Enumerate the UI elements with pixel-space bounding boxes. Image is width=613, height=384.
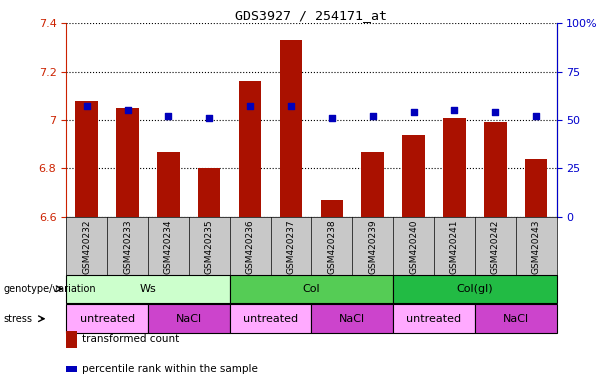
Bar	[525, 159, 547, 217]
Text: GSM420235: GSM420235	[205, 220, 214, 275]
Text: untreated: untreated	[243, 313, 298, 324]
Text: untreated: untreated	[80, 313, 135, 324]
Bar	[230, 275, 393, 303]
Text: stress: stress	[3, 314, 32, 324]
Point	[368, 113, 378, 119]
Bar	[321, 200, 343, 217]
Point	[286, 103, 296, 109]
Text: NaCl: NaCl	[339, 313, 365, 324]
Point	[327, 115, 337, 121]
Text: GSM420232: GSM420232	[82, 220, 91, 274]
Text: GSM420243: GSM420243	[531, 220, 541, 274]
Point	[245, 103, 255, 109]
Bar	[280, 40, 302, 217]
Text: GSM420233: GSM420233	[123, 220, 132, 275]
Bar	[116, 108, 139, 217]
Point	[409, 109, 419, 115]
Text: transformed count: transformed count	[82, 334, 179, 344]
Point	[204, 115, 214, 121]
Bar	[475, 304, 557, 333]
Bar	[484, 122, 506, 217]
Point	[123, 107, 132, 113]
Text: percentile rank within the sample: percentile rank within the sample	[82, 364, 257, 374]
Bar	[198, 169, 221, 217]
Bar	[75, 101, 98, 217]
Bar	[239, 81, 261, 217]
Bar	[443, 118, 466, 217]
Text: GSM420238: GSM420238	[327, 220, 337, 275]
Text: Ws: Ws	[140, 284, 156, 294]
Bar	[157, 152, 180, 217]
Point	[82, 103, 91, 109]
Point	[449, 107, 459, 113]
Text: NaCl: NaCl	[176, 313, 202, 324]
Bar	[362, 152, 384, 217]
Text: GSM420242: GSM420242	[491, 220, 500, 274]
Text: GSM420234: GSM420234	[164, 220, 173, 274]
Bar	[311, 304, 393, 333]
Text: Col: Col	[303, 284, 320, 294]
Text: NaCl: NaCl	[503, 313, 529, 324]
Text: genotype/variation: genotype/variation	[3, 284, 96, 294]
Bar	[230, 304, 311, 333]
Text: GSM420240: GSM420240	[409, 220, 418, 274]
Bar	[393, 304, 475, 333]
Text: GSM420237: GSM420237	[286, 220, 295, 275]
Bar	[66, 304, 148, 333]
Bar	[66, 275, 230, 303]
Text: GSM420239: GSM420239	[368, 220, 377, 275]
Title: GDS3927 / 254171_at: GDS3927 / 254171_at	[235, 9, 387, 22]
Bar	[393, 275, 557, 303]
Bar	[148, 304, 230, 333]
Point	[164, 113, 173, 119]
Text: GSM420241: GSM420241	[450, 220, 459, 274]
Point	[531, 113, 541, 119]
Text: GSM420236: GSM420236	[246, 220, 254, 275]
Bar	[402, 134, 425, 217]
Point	[490, 109, 500, 115]
Text: Col(gl): Col(gl)	[457, 284, 493, 294]
Text: untreated: untreated	[406, 313, 462, 324]
